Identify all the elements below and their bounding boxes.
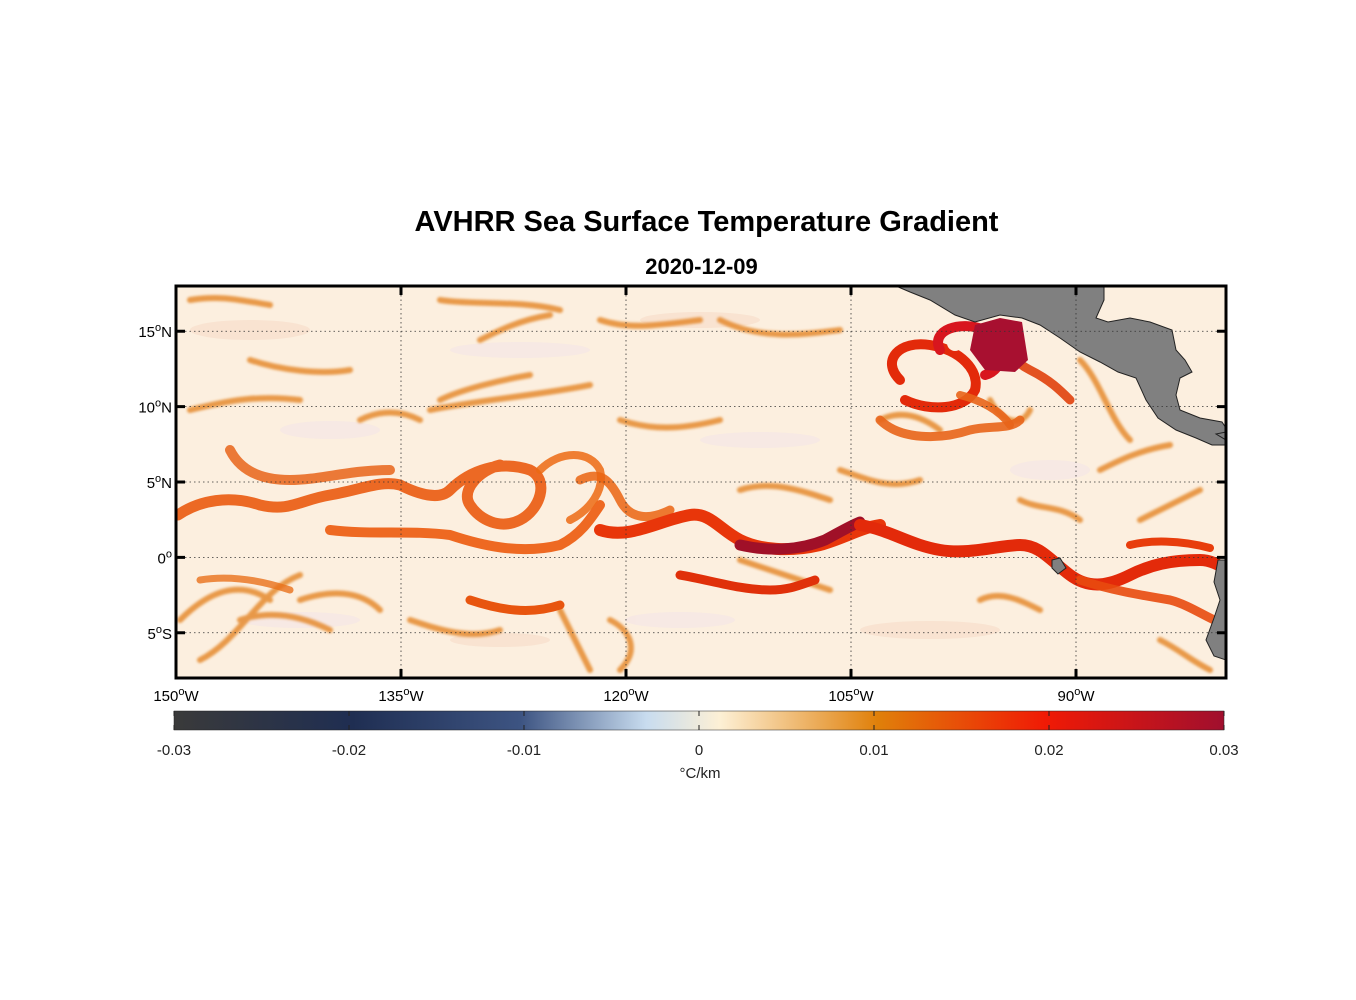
colorbar-tick-label: 0 bbox=[695, 742, 703, 759]
map-ticks bbox=[174, 286, 1226, 678]
latitude-labels: 15oN 10oN 5oN 0o 5oS bbox=[138, 322, 172, 643]
latitude-tick-label: 0o bbox=[158, 548, 172, 567]
longitude-tick-label: 120oW bbox=[603, 686, 649, 705]
map-panel bbox=[176, 286, 1226, 678]
colorbar-unit-label: °C/km bbox=[680, 765, 721, 782]
latitude-tick-label: 5oS bbox=[148, 624, 172, 643]
map-title: AVHRR Sea Surface Temperature Gradient bbox=[414, 206, 999, 238]
colorbar-tick-label: 0.03 bbox=[1209, 742, 1238, 759]
colorbar-ticks: -0.03 -0.02 -0.01 0 0.01 0.02 0.03 bbox=[157, 711, 1239, 759]
south-america-land bbox=[1205, 559, 1226, 661]
longitude-tick-label: 105oW bbox=[828, 686, 874, 705]
eddy-core bbox=[947, 335, 963, 351]
colorbar-tick-label: 0.01 bbox=[859, 742, 888, 759]
longitude-tick-label: 150oW bbox=[153, 686, 199, 705]
latitude-tick-label: 10oN bbox=[138, 398, 172, 417]
colorbar-tick-label: -0.02 bbox=[332, 742, 366, 759]
equatorial-front bbox=[176, 445, 1226, 630]
colorbar-tick-label: -0.01 bbox=[507, 742, 541, 759]
latitude-tick-label: 15oN bbox=[138, 322, 172, 341]
longitude-tick-label: 135oW bbox=[378, 686, 424, 705]
central-america-land bbox=[895, 286, 1226, 446]
map-subtitle: 2020-12-09 bbox=[645, 254, 758, 279]
coast-fragment bbox=[1214, 431, 1226, 441]
longitude-tick-label: 90oW bbox=[1058, 686, 1096, 705]
colorbar-tick-label: -0.03 bbox=[157, 742, 191, 759]
longitude-labels: 150oW 135oW 120oW 105oW 90oW bbox=[153, 686, 1095, 705]
colorbar-tick-label: 0.02 bbox=[1034, 742, 1063, 759]
land bbox=[895, 286, 1226, 661]
galapagos-land bbox=[1051, 557, 1067, 575]
latitude-tick-label: 5oN bbox=[147, 473, 172, 492]
